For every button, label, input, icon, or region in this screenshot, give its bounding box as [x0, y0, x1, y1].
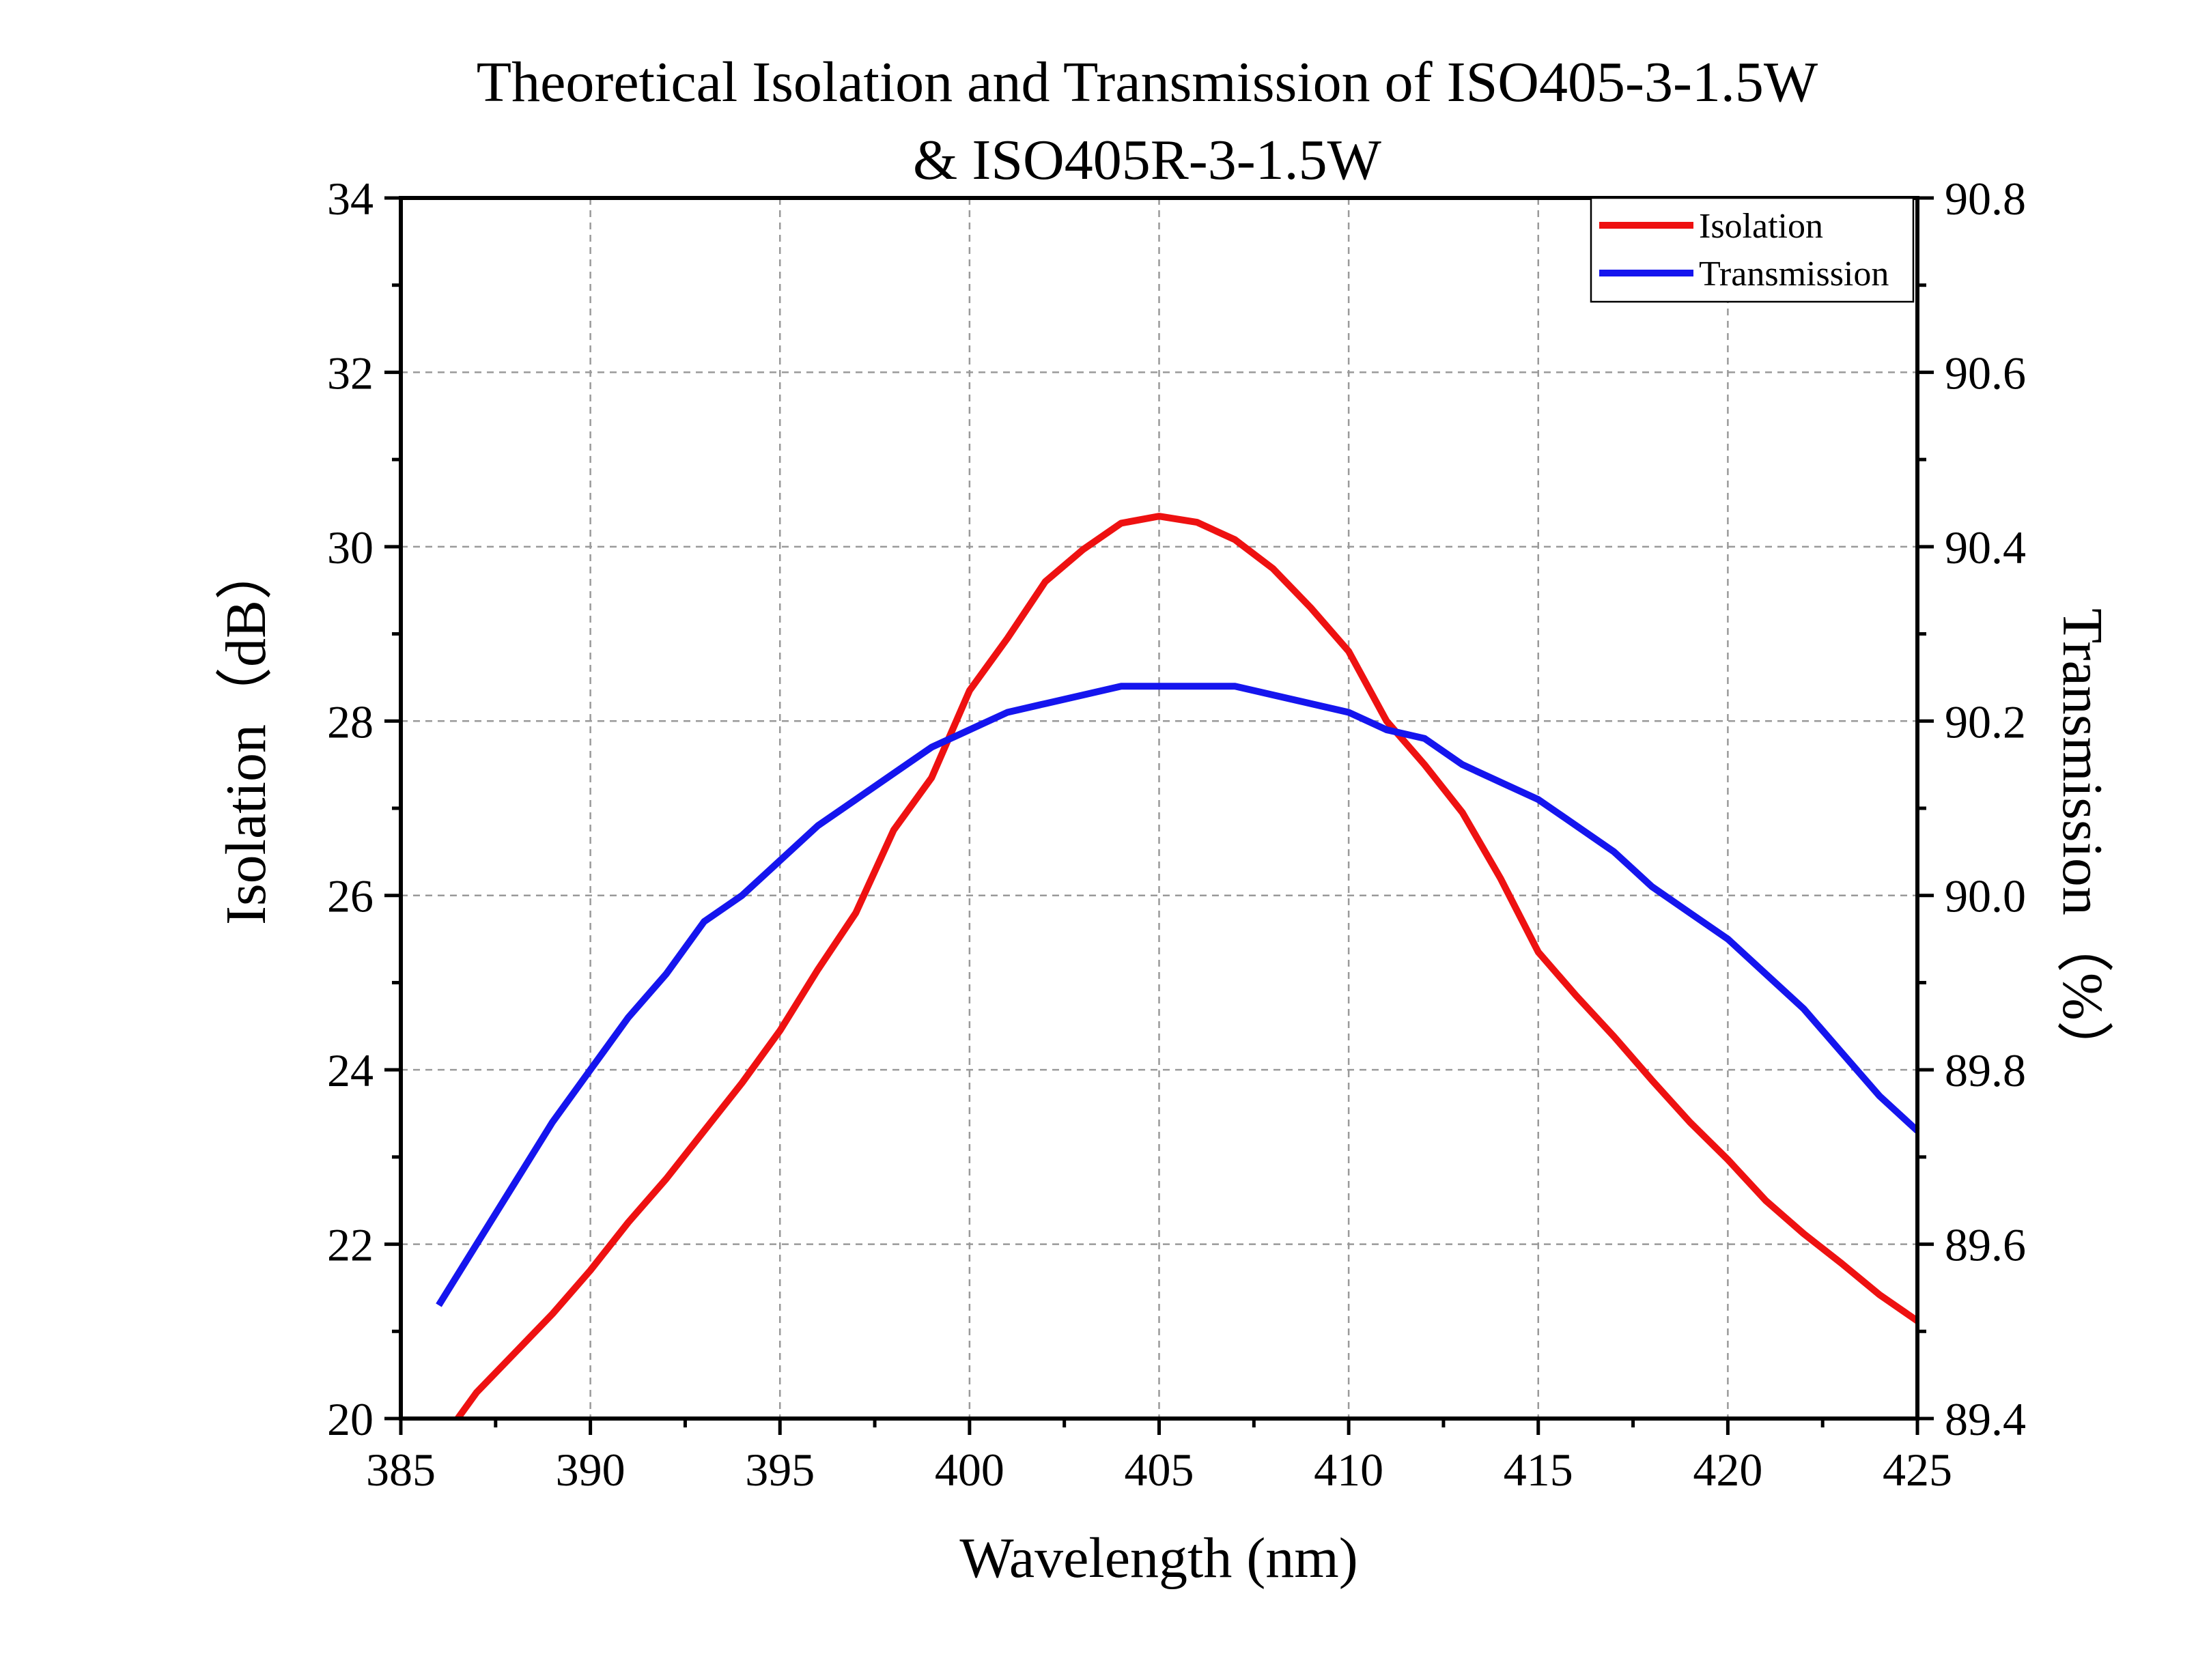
y-axis-right-title: Transmission（%）: [2051, 608, 2114, 1078]
legend: Isolation Transmission: [1590, 197, 1915, 303]
x-tick-label: 425: [1883, 1444, 1952, 1496]
series-line-transmission: [436, 683, 1920, 1307]
y-left-tick-label: 32: [327, 347, 374, 399]
x-axis-title: Wavelength (nm): [959, 1526, 1357, 1590]
x-tick-label: 410: [1314, 1444, 1383, 1496]
series-line-isolation: [455, 513, 1919, 1421]
chart-title-line-2: & ISO405R-3-1.5W: [913, 128, 1382, 192]
legend-label-transmission: Transmission: [1699, 255, 1889, 294]
y-left-tick-label: 26: [327, 870, 374, 922]
legend-box: [1590, 197, 1915, 303]
y-right-tick-label: 90.0: [1945, 870, 2026, 922]
y-right-tick-label: 90.6: [1945, 347, 2026, 399]
y-right-tick-label: 89.6: [1945, 1219, 2026, 1271]
axes-layer: 385 390 395 400 405 410 415 420 425 20 22 24 26 28 30 3…: [327, 173, 2026, 1496]
x-tick-label: 395: [745, 1444, 815, 1496]
y-left-tick-label: 22: [327, 1219, 374, 1271]
x-tick-label: 390: [556, 1444, 625, 1496]
chart-title-line-1: Theoretical Isolation and Transmission o…: [477, 51, 1818, 114]
y-left-tick-label: 24: [327, 1044, 374, 1096]
y-left-tick-label: 34: [327, 173, 374, 225]
y-right-tick-label: 90.2: [1945, 696, 2026, 748]
x-tick-label: 415: [1504, 1444, 1573, 1496]
y-left-tick-label: 28: [327, 696, 374, 748]
y-left-tick-label: 20: [327, 1393, 374, 1445]
series-layer: [436, 513, 1920, 1421]
legend-label-isolation: Isolation: [1699, 207, 1823, 246]
x-tick-label: 385: [366, 1444, 436, 1496]
y-left-tick-label: 30: [327, 522, 374, 573]
y-right-tick-label: 89.8: [1945, 1044, 2026, 1096]
y-right-tick-label: 90.4: [1945, 522, 2026, 573]
grid-layer: [401, 198, 1917, 1419]
x-tick-label: 405: [1125, 1444, 1194, 1496]
y-axis-left-title: Isolation（dB）: [214, 543, 278, 925]
y-right-tick-label: 90.8: [1945, 173, 2026, 225]
y-right-tick-label: 89.4: [1945, 1393, 2026, 1445]
x-tick-label: 420: [1693, 1444, 1762, 1496]
x-tick-label: 400: [935, 1444, 1004, 1496]
